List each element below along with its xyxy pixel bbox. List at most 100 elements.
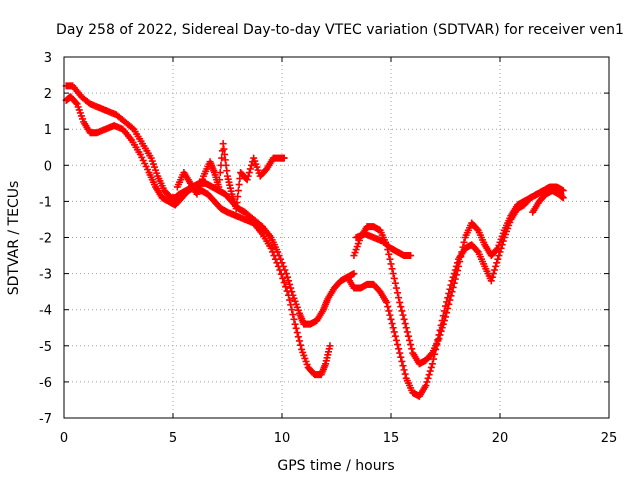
data-point — [427, 363, 435, 371]
data-point — [389, 324, 397, 332]
data-point — [408, 345, 416, 353]
data-point — [433, 341, 441, 349]
data-point — [396, 349, 404, 357]
y-tick-label: 3 — [44, 51, 52, 66]
data-point — [450, 270, 458, 278]
data-point — [234, 193, 242, 201]
data-point — [286, 280, 294, 288]
y-tick-label: 2 — [44, 87, 52, 102]
data-point — [247, 161, 255, 169]
chart-title: Day 258 of 2022, Sidereal Day-to-day VTE… — [56, 22, 624, 38]
data-point — [288, 306, 296, 314]
data-point — [280, 279, 288, 287]
data-point — [289, 311, 297, 319]
data-point — [451, 266, 459, 274]
data-point — [424, 374, 432, 382]
grid-lines — [64, 57, 609, 418]
data-point — [394, 341, 402, 349]
data-point — [394, 289, 402, 297]
data-point — [473, 247, 481, 255]
data-point — [399, 362, 407, 370]
data-point — [386, 311, 394, 319]
data-point — [436, 326, 444, 334]
data-point — [236, 175, 244, 183]
data-point — [384, 303, 392, 311]
data-point — [447, 281, 455, 289]
data-point — [128, 124, 136, 132]
data-point — [439, 312, 447, 320]
data-point — [270, 252, 278, 260]
data-point — [395, 345, 403, 353]
data-point — [425, 371, 433, 379]
data-point — [385, 307, 393, 315]
y-tick-label: -7 — [39, 412, 52, 427]
data-point — [388, 265, 396, 273]
data-point — [493, 259, 501, 267]
data-point — [279, 274, 287, 282]
y-axis-label: SDTVAR / TECUs — [6, 181, 22, 296]
x-tick-label: 25 — [601, 431, 618, 446]
x-axis-label: GPS time / hours — [277, 458, 394, 474]
data-point — [397, 353, 405, 361]
data-point — [431, 350, 439, 358]
data-point — [453, 259, 461, 267]
y-tick-label: -4 — [39, 304, 52, 319]
data-point — [243, 176, 251, 184]
x-tick-label: 0 — [60, 431, 68, 446]
data-point — [276, 266, 284, 274]
data-point — [286, 296, 294, 304]
data-point — [287, 284, 295, 292]
x-tick-label: 15 — [383, 431, 400, 446]
axis-ticks — [63, 56, 610, 419]
data-point — [440, 307, 448, 315]
data-point — [438, 317, 446, 325]
data-point — [494, 255, 502, 263]
data-point — [497, 244, 505, 252]
y-tick-label: -5 — [39, 340, 52, 355]
data-point — [407, 341, 415, 349]
data-point — [398, 357, 406, 365]
data-point — [432, 345, 440, 353]
data-point — [400, 315, 408, 323]
data-point — [449, 273, 457, 281]
data-point — [283, 273, 291, 281]
data-point — [388, 320, 396, 328]
data-point — [215, 183, 223, 191]
data-point — [444, 294, 452, 302]
data-point — [448, 277, 456, 285]
data-point — [387, 315, 395, 323]
data-point — [285, 291, 293, 299]
x-tick-label: 10 — [274, 431, 291, 446]
data-point — [401, 370, 409, 378]
data-point — [386, 255, 394, 263]
data-point — [218, 154, 226, 162]
data-point — [283, 287, 291, 295]
data-point — [290, 315, 298, 323]
data-point — [402, 324, 410, 332]
x-tick-label: 5 — [169, 431, 177, 446]
data-point — [234, 187, 242, 195]
data-point — [72, 99, 80, 107]
data-point — [269, 248, 277, 256]
data-point — [423, 378, 431, 386]
y-tick-label: -3 — [39, 268, 52, 283]
data-point — [430, 355, 438, 363]
series-track-5 — [343, 183, 565, 400]
data-point — [442, 302, 449, 310]
data-point — [392, 284, 400, 292]
data-point — [287, 301, 295, 309]
data-point — [401, 320, 409, 328]
data-point — [216, 176, 224, 184]
data-point — [280, 154, 288, 162]
data-point — [294, 333, 302, 341]
data-point — [391, 332, 399, 340]
data-point — [452, 262, 460, 270]
data-point — [246, 165, 254, 173]
data-point — [390, 274, 398, 282]
data-point — [232, 205, 240, 213]
data-point — [491, 266, 499, 274]
data-point — [422, 382, 430, 390]
data-point — [326, 342, 334, 350]
